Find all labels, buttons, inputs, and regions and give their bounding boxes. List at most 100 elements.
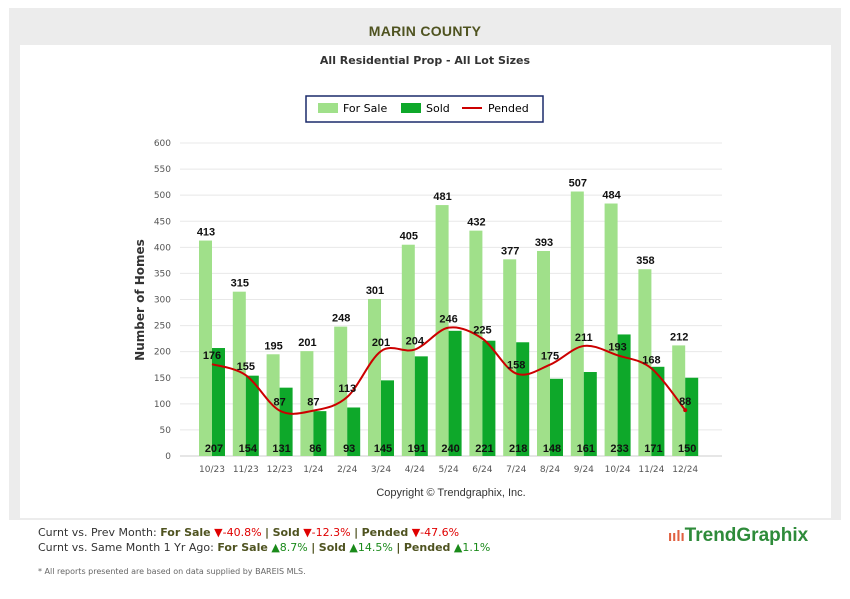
for-sale-bar <box>503 259 517 456</box>
y-tick-label: 500 <box>154 191 171 201</box>
for-sale-data-label: 315 <box>231 278 249 290</box>
sold-bar <box>448 330 462 456</box>
x-tick-label: 10/24 <box>605 465 631 475</box>
y-tick-label: 350 <box>154 269 171 279</box>
x-tick-label: 9/24 <box>574 465 594 475</box>
for-sale-data-label: 195 <box>264 340 282 352</box>
prev-for-sale-change: -40.8% <box>222 526 262 539</box>
pended-data-label: 158 <box>507 360 525 372</box>
pended-data-label: 193 <box>608 341 626 353</box>
separator: | <box>311 541 316 554</box>
sold-data-label: 240 <box>441 443 459 455</box>
up-arrow-icon: ▲ <box>271 541 280 554</box>
x-tick-label: 11/23 <box>233 465 259 475</box>
for-sale-data-label: 201 <box>298 337 316 349</box>
pended-data-label: 168 <box>642 354 660 366</box>
separator: | <box>396 541 401 554</box>
yr-pended-change: 1.1% <box>462 541 491 554</box>
pended-data-label: 211 <box>575 332 593 344</box>
y-tick-label: 450 <box>154 217 171 227</box>
x-tick-label: 8/24 <box>540 465 560 475</box>
for-sale-bar <box>638 269 652 456</box>
prev-sold-change: -12.3% <box>311 526 351 539</box>
for-sale-bar <box>300 351 314 456</box>
sold-label: Sold <box>272 526 300 539</box>
sold-data-label: 191 <box>408 443 426 455</box>
sold-data-label: 131 <box>272 443 290 455</box>
prev-month-stats: Curnt vs. Prev Month: For Sale ▼-40.8% |… <box>38 526 459 539</box>
sold-label: Sold <box>318 541 346 554</box>
x-tick-label: 12/23 <box>267 465 293 475</box>
for-sale-data-label: 248 <box>332 313 350 325</box>
pended-data-label: 201 <box>372 337 390 349</box>
legend-for-sale: For Sale <box>343 102 387 115</box>
sold-data-label: 93 <box>343 443 355 455</box>
for-sale-data-label: 507 <box>569 178 587 190</box>
footnote: * All reports presented are based on dat… <box>38 567 306 576</box>
pended-label: Pended <box>403 541 451 554</box>
sold-bar <box>414 356 428 456</box>
sold-data-label: 233 <box>610 443 628 455</box>
up-arrow-icon: ▲ <box>349 541 358 554</box>
for-sale-data-label: 405 <box>400 231 418 243</box>
for-sale-data-label: 484 <box>602 190 621 202</box>
for-sale-bar <box>199 240 212 456</box>
y-tick-label: 600 <box>154 139 171 149</box>
up-arrow-icon: ▲ <box>453 541 463 554</box>
pended-line <box>211 326 686 415</box>
yr-sold-change: 14.5% <box>357 541 393 554</box>
pended-data-label: 204 <box>406 336 425 348</box>
x-tick-label: 11/24 <box>638 465 664 475</box>
for-sale-data-label: 212 <box>670 331 688 343</box>
for-sale-data-label: 377 <box>501 245 519 257</box>
sold-data-label: 150 <box>678 443 696 455</box>
pended-label: Pended <box>361 526 409 539</box>
for-sale-data-label: 358 <box>636 255 654 267</box>
trendgraphix-logo: ıılıTrendGraphix <box>668 525 808 547</box>
pended-data-label: 87 <box>307 397 319 409</box>
down-arrow-icon: ▼ <box>303 526 312 539</box>
for-sale-bar <box>604 203 618 456</box>
sold-data-label: 221 <box>475 443 493 455</box>
for-sale-bar <box>469 230 483 456</box>
y-tick-label: 400 <box>154 243 171 253</box>
legend-sold: Sold <box>426 102 450 115</box>
yr-for-sale-change: 8.7% <box>279 541 308 554</box>
sold-bar <box>516 342 530 456</box>
for-sale-label: For Sale <box>217 541 268 554</box>
for-sale-label: For Sale <box>160 526 211 539</box>
x-tick-label: 7/24 <box>506 465 526 475</box>
for-sale-data-label: 432 <box>467 217 485 229</box>
legend-for-sale-swatch <box>318 103 338 113</box>
year-ago-stats: Curnt vs. Same Month 1 Yr Ago: For Sale … <box>38 541 490 554</box>
y-tick-label: 550 <box>154 165 171 175</box>
y-tick-label: 250 <box>154 322 171 332</box>
sold-bar <box>245 375 259 456</box>
y-tick-label: 150 <box>154 374 171 384</box>
pended-data-label: 175 <box>541 351 559 363</box>
year-ago-label: Curnt vs. Same Month 1 Yr Ago: <box>38 541 214 554</box>
x-tick-label: 12/24 <box>672 465 698 475</box>
x-tick-label: 6/24 <box>472 465 492 475</box>
page-title: MARIN COUNTY <box>368 23 482 39</box>
y-tick-label: 100 <box>154 400 171 410</box>
y-tick-label: 300 <box>154 296 171 306</box>
sold-data-label: 86 <box>309 443 321 455</box>
sold-data-label: 145 <box>374 443 392 455</box>
y-tick-label: 50 <box>160 426 172 436</box>
prev-month-label: Curnt vs. Prev Month: <box>38 526 157 539</box>
pended-data-label: 87 <box>273 397 285 409</box>
x-tick-label: 10/23 <box>199 465 225 475</box>
pended-data-label: 176 <box>203 350 221 362</box>
for-sale-bar <box>368 298 381 456</box>
sold-bar <box>685 377 699 456</box>
legend-sold-swatch <box>401 103 421 113</box>
for-sale-data-label: 393 <box>535 237 553 249</box>
for-sale-data-label: 481 <box>433 191 451 203</box>
down-arrow-icon: ▼ <box>214 526 223 539</box>
sold-data-label: 161 <box>577 443 595 455</box>
for-sale-bar <box>537 250 550 456</box>
sold-bar <box>583 372 597 456</box>
legend-pended: Pended <box>488 102 529 115</box>
x-tick-label: 1/24 <box>303 465 323 475</box>
